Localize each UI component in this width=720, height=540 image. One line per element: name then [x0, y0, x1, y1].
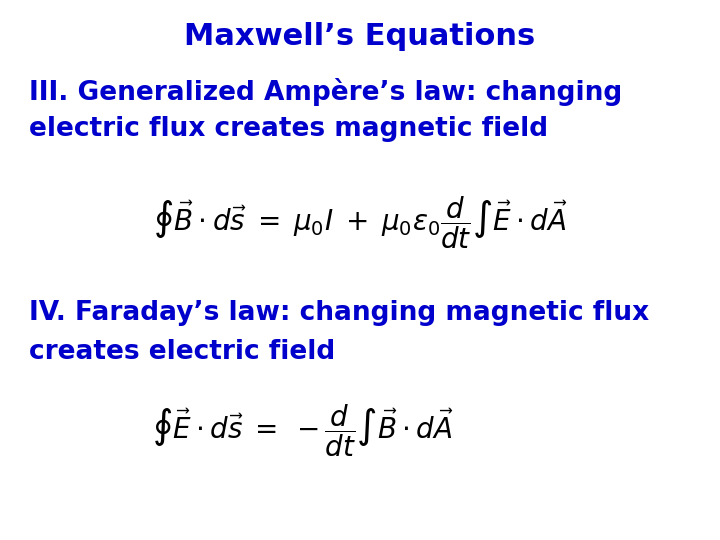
Text: III. Generalized Ampère’s law: changing: III. Generalized Ampère’s law: changing: [29, 78, 622, 106]
Text: Maxwell’s Equations: Maxwell’s Equations: [184, 22, 536, 51]
Text: $\oint \vec{B} \cdot d\vec{s} \;=\; \mu_0 I \;+\; \mu_0\varepsilon_0\dfrac{d}{dt: $\oint \vec{B} \cdot d\vec{s} \;=\; \mu_…: [153, 194, 567, 251]
Text: $\oint \vec{E} \cdot d\vec{s} \;=\; -\dfrac{d}{dt} \int \vec{B} \cdot d\vec{A}$: $\oint \vec{E} \cdot d\vec{s} \;=\; -\df…: [152, 402, 453, 459]
Text: IV. Faraday’s law: changing magnetic flux: IV. Faraday’s law: changing magnetic flu…: [29, 300, 649, 326]
Text: creates electric field: creates electric field: [29, 339, 335, 364]
Text: electric flux creates magnetic field: electric flux creates magnetic field: [29, 116, 548, 142]
